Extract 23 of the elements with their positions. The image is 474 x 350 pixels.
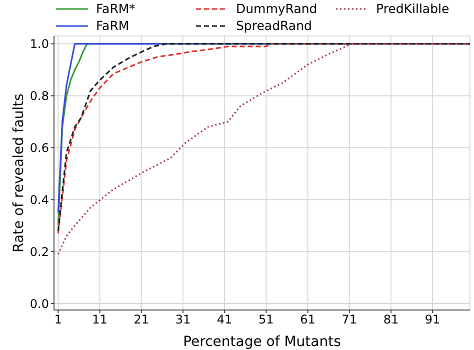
x-tick-label: 51 [258, 312, 274, 327]
legend-label: PredKillable [376, 1, 450, 16]
x-axis-title: Percentage of Mutants [183, 334, 341, 350]
legend-label: FaRM [96, 18, 130, 33]
x-tick-label: 21 [134, 312, 149, 327]
legend-label: DummyRand [236, 1, 318, 16]
y-tick-label: 0.4 [30, 192, 49, 207]
y-tick-label: 0.2 [30, 244, 49, 259]
x-tick-label: 31 [175, 312, 191, 327]
y-tick-label: 0.6 [30, 140, 49, 155]
x-tick-label: 11 [92, 312, 108, 327]
y-tick-label: 1.0 [30, 37, 49, 52]
y-tick-label: 0.8 [30, 88, 49, 103]
x-tick-label: 71 [342, 312, 357, 327]
x-tick-label: 1 [54, 312, 62, 327]
legend-label: SpreadRand [236, 18, 312, 33]
legend-label: FaRM* [96, 1, 136, 16]
x-tick-label: 41 [216, 312, 232, 327]
y-axis-title: Rate of revealed faults [10, 94, 27, 252]
x-tick-label: 81 [383, 312, 399, 327]
x-tick-label: 61 [300, 312, 316, 327]
y-tick-label: 0.0 [30, 296, 49, 311]
x-tick-label: 91 [424, 312, 440, 327]
